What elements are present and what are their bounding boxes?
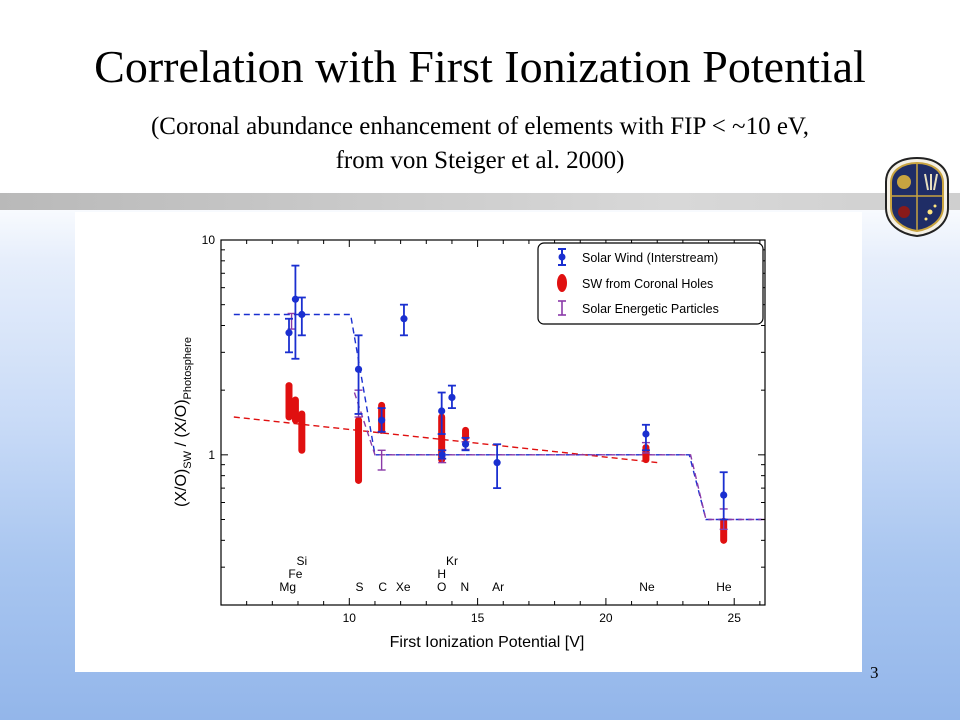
- solar-wind-point: [399, 303, 408, 337]
- y-label-sub-2: Photosphere: [182, 337, 194, 399]
- solar-wind-marker: [298, 310, 306, 319]
- page-number: 3: [870, 663, 879, 682]
- solar-wind-point: [285, 317, 293, 354]
- solar-wind-point: [437, 391, 446, 435]
- y-label-sub-1: SW: [182, 450, 194, 468]
- solar-wind-point: [297, 296, 306, 337]
- x-tick-label: 10: [343, 611, 357, 625]
- element-label-n: N: [460, 580, 469, 594]
- slide-title: Correlation with First Ionization Potent…: [94, 41, 866, 92]
- solar-wind-marker: [720, 491, 728, 499]
- element-label-h: H: [437, 567, 446, 581]
- solar-wind-marker: [448, 393, 456, 402]
- y-label-part-2: / (X/O): [173, 399, 190, 451]
- solar-wind-point: [354, 334, 363, 415]
- fit-line-solar-wind-step: [233, 313, 765, 521]
- subtitle-line-2: from von Steiger et al. 2000): [335, 147, 625, 174]
- solar-wind-point: [438, 449, 447, 460]
- element-label-mg: Mg: [279, 580, 296, 594]
- solar-wind-marker: [461, 440, 470, 448]
- solar-wind-marker: [291, 295, 300, 303]
- legend-label-coronal-holes: SW from Coronal Holes: [582, 277, 713, 291]
- element-label-si: Si: [296, 554, 307, 568]
- y-tick-label: 1: [208, 448, 215, 462]
- solar-wind-marker: [378, 416, 386, 424]
- figure-panel: Mg Fe Si S C Xe O H Kr N Ar Ne He 10 15 20 25 10 1 First …: [75, 212, 862, 672]
- slide-subtitle: (Coronal abundance enhancement of elemen…: [0, 110, 960, 178]
- element-label-o: O: [437, 580, 446, 594]
- solar-wind-point: [719, 471, 728, 521]
- header-divider-band: [0, 193, 960, 210]
- solar-wind-marker: [493, 459, 501, 467]
- element-label-s: S: [356, 580, 364, 594]
- solar-wind-marker: [285, 329, 293, 337]
- solar-wind-point: [377, 407, 386, 433]
- y-axis-label: (X/O)SW / (X/O)Photosphere: [173, 337, 194, 507]
- legend-marker-solar-wind: [558, 248, 566, 266]
- solar-wind-point: [461, 436, 470, 452]
- legend-marker-sep: [558, 300, 566, 316]
- chart-legend: Solar Wind (Interstream) SW from Coronal…: [537, 242, 764, 325]
- legend-marker-coronal-holes: [557, 274, 567, 292]
- solar-wind-point: [641, 423, 650, 452]
- x-tick-label: 20: [599, 611, 613, 625]
- element-label-kr: Kr: [446, 554, 458, 568]
- solar-wind-marker: [438, 407, 446, 415]
- solar-wind-point: [493, 443, 502, 490]
- plot-area-frame: [220, 239, 766, 606]
- svg-text:(X/O)SW / (X/O)Photosphere: (X/O)SW / (X/O)Photosphere: [173, 337, 194, 507]
- solar-wind-marker: [400, 315, 408, 323]
- institution-crest-logo: [885, 156, 949, 238]
- x-tick-label: 15: [471, 611, 485, 625]
- legend-box: [537, 242, 764, 325]
- element-label-he: He: [716, 580, 732, 594]
- element-label-xe: Xe: [396, 580, 411, 594]
- subtitle-line-1: (Coronal abundance enhancement of elemen…: [150, 113, 809, 140]
- element-label-ar: Ar: [492, 580, 504, 594]
- solar-wind-point: [447, 384, 456, 410]
- legend-label-sep: Solar Energetic Particles: [582, 302, 719, 316]
- sep-error-bar: [377, 449, 386, 471]
- element-label-fe: Fe: [288, 567, 302, 581]
- element-label-c: C: [378, 580, 387, 594]
- element-label-ne: Ne: [639, 580, 655, 594]
- solar-wind-marker: [354, 365, 363, 373]
- legend-label-solar-wind: Solar Wind (Interstream): [582, 251, 718, 265]
- solar-wind-marker: [438, 451, 446, 459]
- fit-line-sep-step: [353, 392, 765, 521]
- x-tick-label: 25: [728, 611, 742, 625]
- solar-wind-point: [291, 264, 300, 360]
- y-label-part-1: (X/O): [173, 469, 190, 507]
- y-tick-label: 10: [202, 233, 216, 247]
- solar-wind-marker: [642, 430, 650, 438]
- x-axis-label: First Ionization Potential [V]: [390, 634, 585, 651]
